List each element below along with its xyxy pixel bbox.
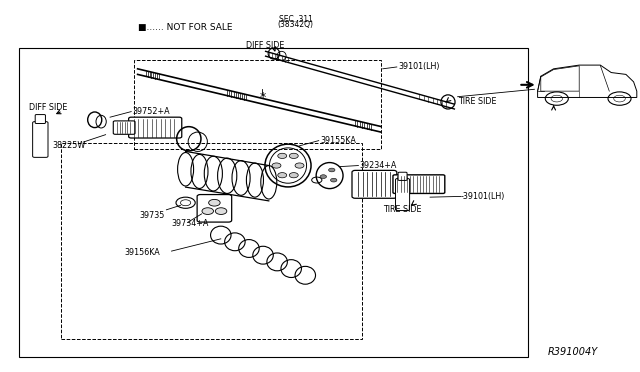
FancyBboxPatch shape bbox=[33, 122, 48, 157]
Text: SEC. 311: SEC. 311 bbox=[279, 15, 312, 24]
Text: 39101(LH): 39101(LH) bbox=[398, 62, 440, 71]
Text: DIFF SIDE: DIFF SIDE bbox=[246, 41, 285, 50]
FancyBboxPatch shape bbox=[396, 179, 410, 211]
Circle shape bbox=[289, 153, 298, 158]
Text: R391004Y: R391004Y bbox=[548, 347, 598, 356]
Text: 39234+A: 39234+A bbox=[360, 161, 397, 170]
Text: 39155KA: 39155KA bbox=[320, 136, 356, 145]
Text: 39735: 39735 bbox=[140, 211, 165, 219]
FancyBboxPatch shape bbox=[393, 175, 445, 193]
Text: DIFF SIDE: DIFF SIDE bbox=[29, 103, 68, 112]
Text: 39156KA: 39156KA bbox=[125, 248, 161, 257]
Circle shape bbox=[209, 199, 220, 206]
Text: *: * bbox=[259, 91, 266, 104]
Text: 38225W: 38225W bbox=[52, 141, 86, 150]
FancyBboxPatch shape bbox=[197, 195, 232, 222]
Circle shape bbox=[272, 163, 281, 168]
Circle shape bbox=[289, 173, 298, 178]
Text: (38342Q): (38342Q) bbox=[278, 20, 314, 29]
FancyBboxPatch shape bbox=[398, 172, 407, 180]
Text: 39734+A: 39734+A bbox=[172, 219, 209, 228]
Text: TIRE SIDE: TIRE SIDE bbox=[383, 205, 421, 214]
Circle shape bbox=[328, 168, 335, 172]
Circle shape bbox=[330, 178, 337, 182]
Bar bbox=[134, 60, 381, 149]
FancyBboxPatch shape bbox=[129, 117, 182, 138]
Text: ■...... NOT FOR SALE: ■...... NOT FOR SALE bbox=[138, 23, 232, 32]
Bar bbox=[61, 143, 362, 339]
Circle shape bbox=[320, 175, 326, 179]
Circle shape bbox=[202, 208, 214, 214]
FancyBboxPatch shape bbox=[113, 121, 135, 134]
Text: TIRE SIDE: TIRE SIDE bbox=[458, 97, 496, 106]
Bar bbox=[19, 48, 528, 357]
FancyBboxPatch shape bbox=[35, 115, 45, 124]
Text: 39752+A: 39752+A bbox=[132, 107, 170, 116]
Circle shape bbox=[295, 163, 304, 168]
Text: -39101(LH): -39101(LH) bbox=[461, 192, 505, 201]
Circle shape bbox=[278, 153, 287, 158]
Circle shape bbox=[278, 173, 287, 178]
Circle shape bbox=[215, 208, 227, 214]
FancyBboxPatch shape bbox=[352, 170, 397, 198]
